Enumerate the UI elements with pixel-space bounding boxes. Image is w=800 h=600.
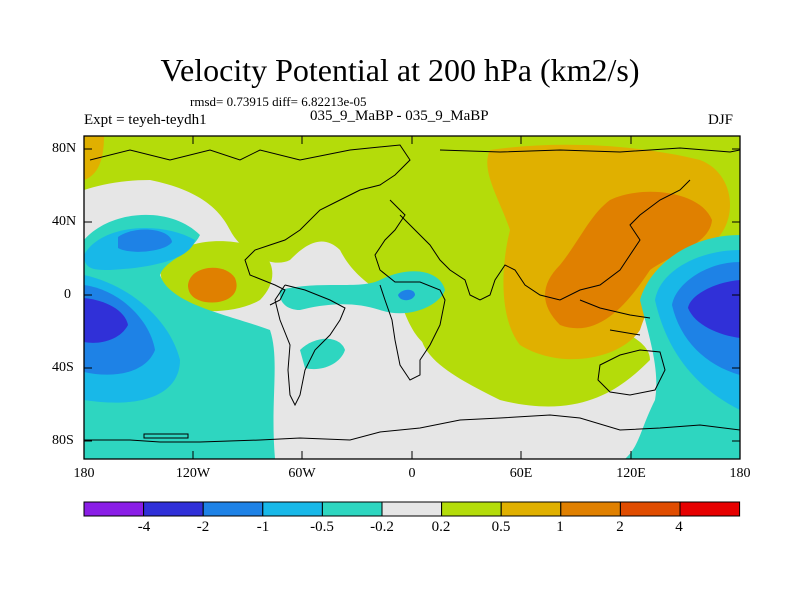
lon-label-180w: 180 bbox=[73, 466, 95, 481]
colorbar bbox=[83, 501, 741, 517]
coastline-antarctica bbox=[84, 414, 740, 443]
stats-label: rmsd= 0.73915 diff= 6.82213e-05 bbox=[190, 94, 367, 109]
colorbar-swatch bbox=[262, 501, 323, 517]
colorbar-swatch bbox=[619, 501, 681, 517]
coastline-europe-africa bbox=[374, 199, 446, 381]
lon-label-0: 0 bbox=[408, 466, 416, 481]
lat-label-40n: 40N bbox=[52, 214, 77, 229]
darkorange-asia-core bbox=[545, 191, 712, 329]
map-title: Velocity Potential at 200 hPa (km2/s) bbox=[160, 52, 640, 88]
colorbar-label: 0.5 bbox=[491, 519, 511, 535]
orange-northwest-patch bbox=[84, 136, 104, 180]
colorbar-swatch bbox=[321, 501, 383, 517]
colorbar-swatch bbox=[500, 501, 562, 517]
lon-label-180e: 180 bbox=[729, 466, 751, 481]
coastline-asia bbox=[399, 147, 740, 301]
colorbar-swatch bbox=[381, 501, 443, 517]
colorbar-swatch bbox=[83, 501, 145, 517]
colorbar-label: -2 bbox=[196, 519, 210, 535]
case-label: 035_9_MaBP - 035_9_MaBP bbox=[310, 108, 489, 124]
lon-label-60w: 60W bbox=[288, 466, 316, 481]
colorbar-swatch bbox=[679, 501, 741, 517]
lat-label-80n: 80N bbox=[52, 141, 77, 156]
colorbar-label: -0.2 bbox=[370, 519, 394, 535]
contour-fill bbox=[84, 136, 740, 459]
lat-label-40s: 40S bbox=[52, 360, 74, 375]
colorbar-label: -0.5 bbox=[310, 519, 334, 535]
colorbar-label: -1 bbox=[256, 519, 270, 535]
coastline-island bbox=[143, 433, 189, 439]
darkorange-pacific-core bbox=[188, 267, 237, 303]
colorbar-label: 1 bbox=[556, 519, 564, 535]
lon-label-120w: 120W bbox=[175, 466, 211, 481]
colorbar-swatch bbox=[560, 501, 621, 517]
colorbar-swatch bbox=[202, 501, 264, 517]
blue-atlantic-spot bbox=[398, 289, 415, 301]
colorbar-swatch bbox=[143, 501, 204, 517]
season-label: DJF bbox=[708, 112, 734, 128]
colorbar-swatch bbox=[441, 501, 502, 517]
coastline-north-america bbox=[89, 144, 411, 306]
darkblue-east-core bbox=[688, 280, 740, 338]
lat-label-eq: 0 bbox=[64, 287, 71, 302]
axis-ticks bbox=[84, 136, 740, 459]
lon-label-60e: 60E bbox=[509, 466, 533, 481]
coastline-australia bbox=[597, 349, 666, 396]
colorbar-label: -4 bbox=[137, 519, 151, 535]
lat-label-80s: 80S bbox=[52, 433, 74, 448]
blue-west-north bbox=[118, 229, 172, 252]
teal-south-america bbox=[300, 338, 345, 370]
coastline-south-america bbox=[274, 284, 346, 407]
colorbar-label: 2 bbox=[616, 519, 624, 535]
colorbar-label: 0.2 bbox=[431, 519, 451, 535]
coastline-indonesia bbox=[579, 299, 651, 336]
coastlines bbox=[84, 144, 740, 443]
lon-label-120e: 120E bbox=[616, 466, 646, 481]
colorbar-label: 4 bbox=[675, 519, 683, 535]
darkblue-west-core bbox=[84, 298, 128, 343]
experiment-label: Expt = teyeh-teydh1 bbox=[84, 112, 207, 128]
